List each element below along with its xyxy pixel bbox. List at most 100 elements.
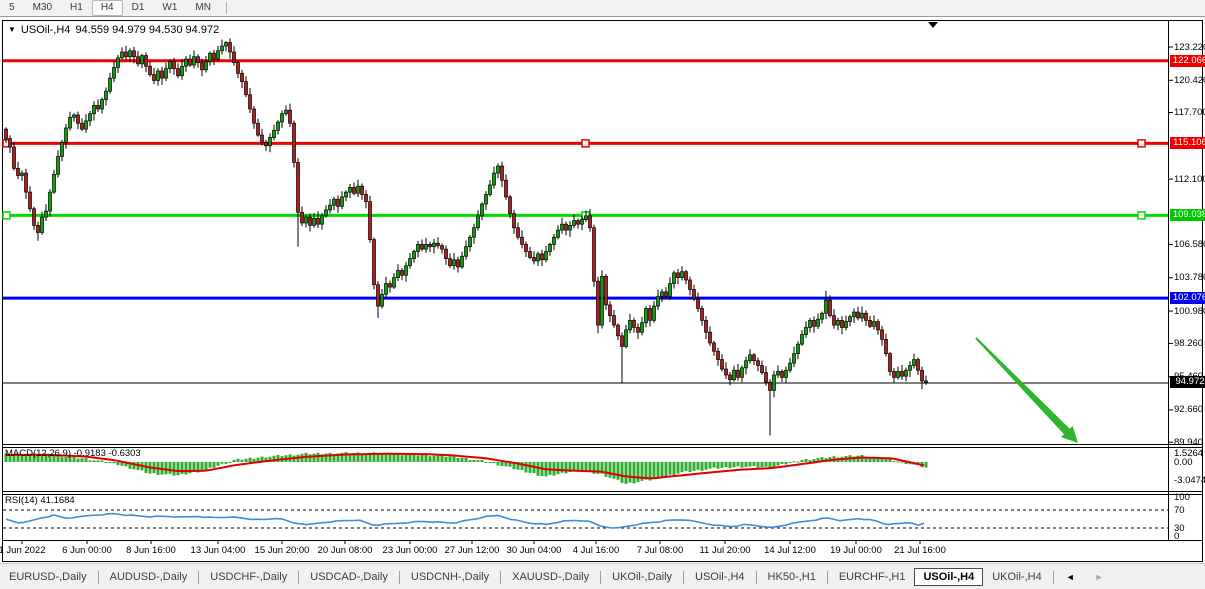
symbol-tab-xauusddaily-5[interactable]: XAUUSD-,Daily [512,571,590,583]
symbol-tab-usoilh4-7[interactable]: USOil-,H4 [695,571,745,583]
timeframe-button-5[interactable]: 5 [9,2,15,13]
candle [132,46,136,64]
date-tick-label: 23 Jun 00:00 [382,545,438,556]
candle [256,118,260,137]
down-trend-arrow[interactable] [975,337,1078,443]
candle [40,211,44,235]
candle [48,189,52,217]
candle [692,284,696,302]
tab-separator [1052,570,1054,584]
symbol-tab-audusddaily-1[interactable]: AUDUSD-,Daily [109,571,188,583]
price-axis-label: 123.220 [1174,41,1205,53]
candle [304,214,308,228]
candle [724,362,728,379]
timeframe-button-h4[interactable]: H4 [91,0,123,16]
tab-scroll-left-icon[interactable]: ◄ [1065,572,1075,582]
candle [320,212,324,230]
candle [544,245,548,263]
candle [168,59,172,74]
symbol-tab-ukoilh4-11[interactable]: UKOil-,H4 [992,571,1042,583]
candle [380,288,384,309]
timeframe-button-mn[interactable]: MN [195,2,211,13]
tab-scroll-right-icon[interactable]: ► [1094,572,1104,582]
candle [624,324,628,349]
candle [376,281,380,318]
hline-115.106[interactable] [2,139,1168,148]
candle [508,194,512,219]
candle [600,270,604,329]
symbol-tab-hk50h1-8[interactable]: HK50-,H1 [767,571,816,583]
candle [232,46,236,66]
candle [868,315,872,329]
timeframe-button-w1[interactable]: W1 [162,2,178,13]
timeframe-button-d1[interactable]: D1 [131,2,145,13]
candle [32,206,36,230]
candle [88,111,92,127]
candle [664,287,668,299]
candle [720,354,724,372]
symbol-tab-eurchfh1-9[interactable]: EURCHF-,H1 [838,571,906,583]
symbol-tab-ukoildaily-6[interactable]: UKOil-,Daily [612,571,673,583]
candle [736,364,740,381]
candle [8,135,12,153]
candle [416,241,420,258]
date-tick-label: 8 Jun 16:00 [126,545,176,556]
candle [700,305,704,326]
candle [844,315,848,331]
hline-handle[interactable] [581,139,590,148]
candle [628,313,632,334]
candle [472,223,476,244]
timeframe-button-m30[interactable]: M30 [32,2,53,13]
candle [352,182,356,196]
chart-shift-marker-icon[interactable] [928,22,938,28]
candle [504,174,508,200]
candle [264,139,268,151]
symbol-tab-usdcnhdaily-4[interactable]: USDCNH-,Daily [410,571,490,583]
date-tick-label: 27 Jun 12:00 [444,545,500,556]
candle [384,276,388,299]
symbol-tab-usoilh4-10[interactable]: USOil-,H4 [914,568,984,586]
date-tick-label: 7 Jul 08:00 [636,545,684,556]
candle [120,47,124,60]
candle [28,186,32,212]
symbol-tab-usdcaddaily-3[interactable]: USDCAD-,Daily [310,571,388,583]
date-tick-label: 30 Jun 04:00 [506,545,562,556]
tab-separator [198,570,200,584]
candle [464,240,468,260]
candle [36,221,40,241]
symbol-tab-eurusddaily-0[interactable]: EURUSD-,Daily [9,571,87,583]
candle [484,191,488,210]
candle [896,366,900,380]
candle [540,249,544,267]
candle [480,202,484,221]
candle [432,238,436,254]
candle [348,184,352,198]
candle [536,251,540,266]
candle [476,210,480,231]
symbol-tab-usdchfdaily-2[interactable]: USDCHF-,Daily [210,571,288,583]
date-tick-label: 1 Jun 2022 [0,545,46,556]
candle [176,63,180,79]
candle [336,195,340,213]
candle [364,190,368,209]
symbol-tab-bar: EURUSD-,Daily AUDUSD-,Daily USDCHF-,Daily U… [0,563,1205,589]
candle [316,211,320,229]
candle [140,53,144,69]
candle [116,54,120,73]
candle [572,214,576,229]
chart-dropdown-icon[interactable]: ▼ [8,25,16,34]
candle [856,306,860,321]
candle [576,218,580,229]
candle [136,51,140,67]
hline-handle[interactable] [2,211,11,220]
candle [760,360,764,375]
tab-separator [600,570,602,584]
timeframe-button-h1[interactable]: H1 [70,2,83,13]
price-axis-label: 89.940 [1174,436,1204,448]
rsi-indicator-label: RSI(14) 41.1684 [5,495,75,506]
hline-handle[interactable] [1137,211,1146,220]
candle [556,225,560,240]
candle [820,311,824,324]
hline-handle[interactable] [1137,139,1146,148]
candle [280,110,284,128]
